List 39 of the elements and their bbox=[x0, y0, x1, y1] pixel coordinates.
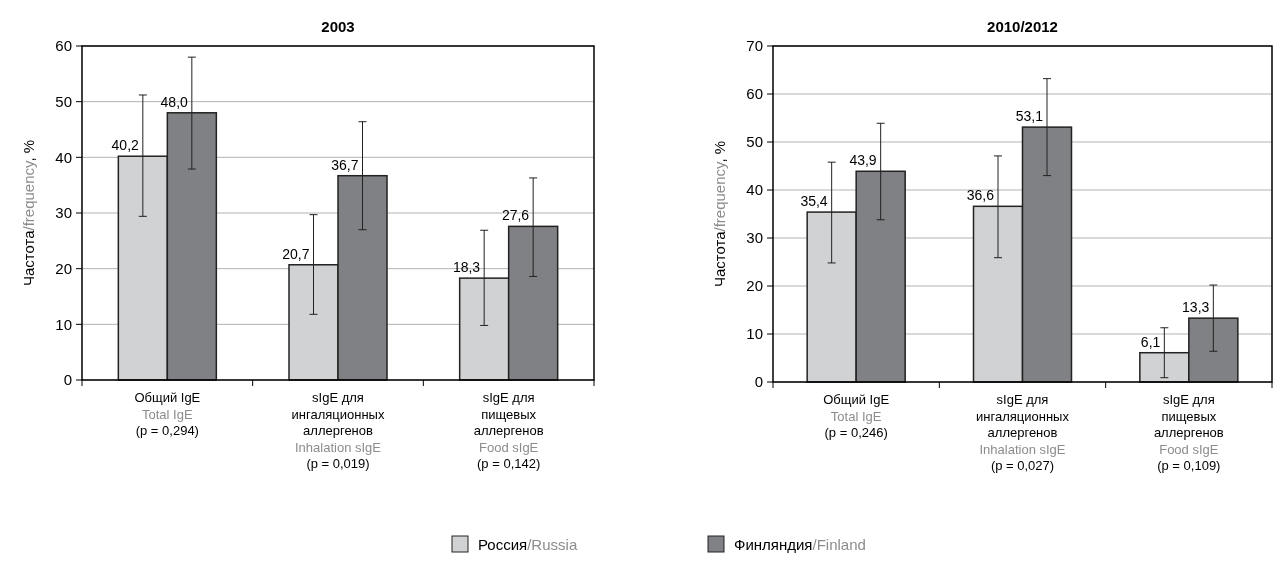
x-tick-label: sIgE для пищевых аллергенов Food sIgE (p = 0,142) bbox=[473, 390, 544, 471]
legend-label: Россия/Russia bbox=[478, 536, 578, 554]
legend-label: Финляндия/Finland bbox=[734, 536, 866, 554]
x-tick-label: Общий IgE Total IgE (p = 0,294) bbox=[134, 390, 201, 438]
data-label: 20,7 bbox=[282, 245, 310, 262]
y-tick-label: 20 bbox=[746, 277, 763, 295]
y-tick-label: 30 bbox=[746, 229, 763, 247]
y-tick-label: 30 bbox=[55, 204, 72, 222]
y-tick-label: 40 bbox=[746, 181, 763, 199]
x-tick-label: Общий IgE Total IgE (p = 0,246) bbox=[823, 392, 890, 440]
y-axis-title: Частота/frequency, % bbox=[711, 140, 728, 288]
x-tick-label: sIgE для ингаляционных аллергенов Inhalation sIgE (p = 0,019) bbox=[291, 390, 385, 471]
y-tick-label: 0 bbox=[63, 371, 72, 389]
x-tick-label: sIgE для пищевых аллергенов Food sIgE (p = 0,109) bbox=[1153, 392, 1224, 473]
y-tick-label: 50 bbox=[746, 133, 763, 151]
data-label: 40,2 bbox=[111, 137, 140, 154]
data-label: 36,7 bbox=[331, 156, 359, 173]
data-label: 35,4 bbox=[800, 193, 828, 210]
data-label: 13,3 bbox=[1182, 299, 1210, 316]
data-label: 6,1 bbox=[1140, 333, 1161, 350]
y-tick-label: 70 bbox=[746, 37, 763, 55]
x-tick-label: sIgE для ингаляционных аллергенов Inhalation sIgE (p = 0,027) bbox=[976, 392, 1070, 473]
data-label: 27,6 bbox=[501, 207, 530, 224]
data-label: 36,6 bbox=[966, 187, 995, 204]
data-label: 48,0 bbox=[160, 93, 189, 110]
y-tick-label: 0 bbox=[754, 373, 763, 391]
chart-title: 2010/2012 bbox=[987, 18, 1058, 35]
y-tick-label: 20 bbox=[55, 259, 72, 277]
y-tick-label: 10 bbox=[55, 315, 72, 333]
data-label: 43,9 bbox=[849, 152, 877, 169]
data-label: 53,1 bbox=[1015, 108, 1044, 125]
y-tick-label: 50 bbox=[55, 92, 72, 110]
y-tick-label: 40 bbox=[55, 148, 72, 166]
y-tick-label: 60 bbox=[55, 37, 72, 55]
chart-title: 2003 bbox=[321, 18, 355, 35]
y-tick-label: 60 bbox=[746, 85, 763, 103]
y-tick-label: 10 bbox=[746, 325, 763, 343]
y-axis-title: Частота/frequency, % bbox=[20, 139, 37, 287]
data-label: 18,3 bbox=[452, 259, 481, 276]
